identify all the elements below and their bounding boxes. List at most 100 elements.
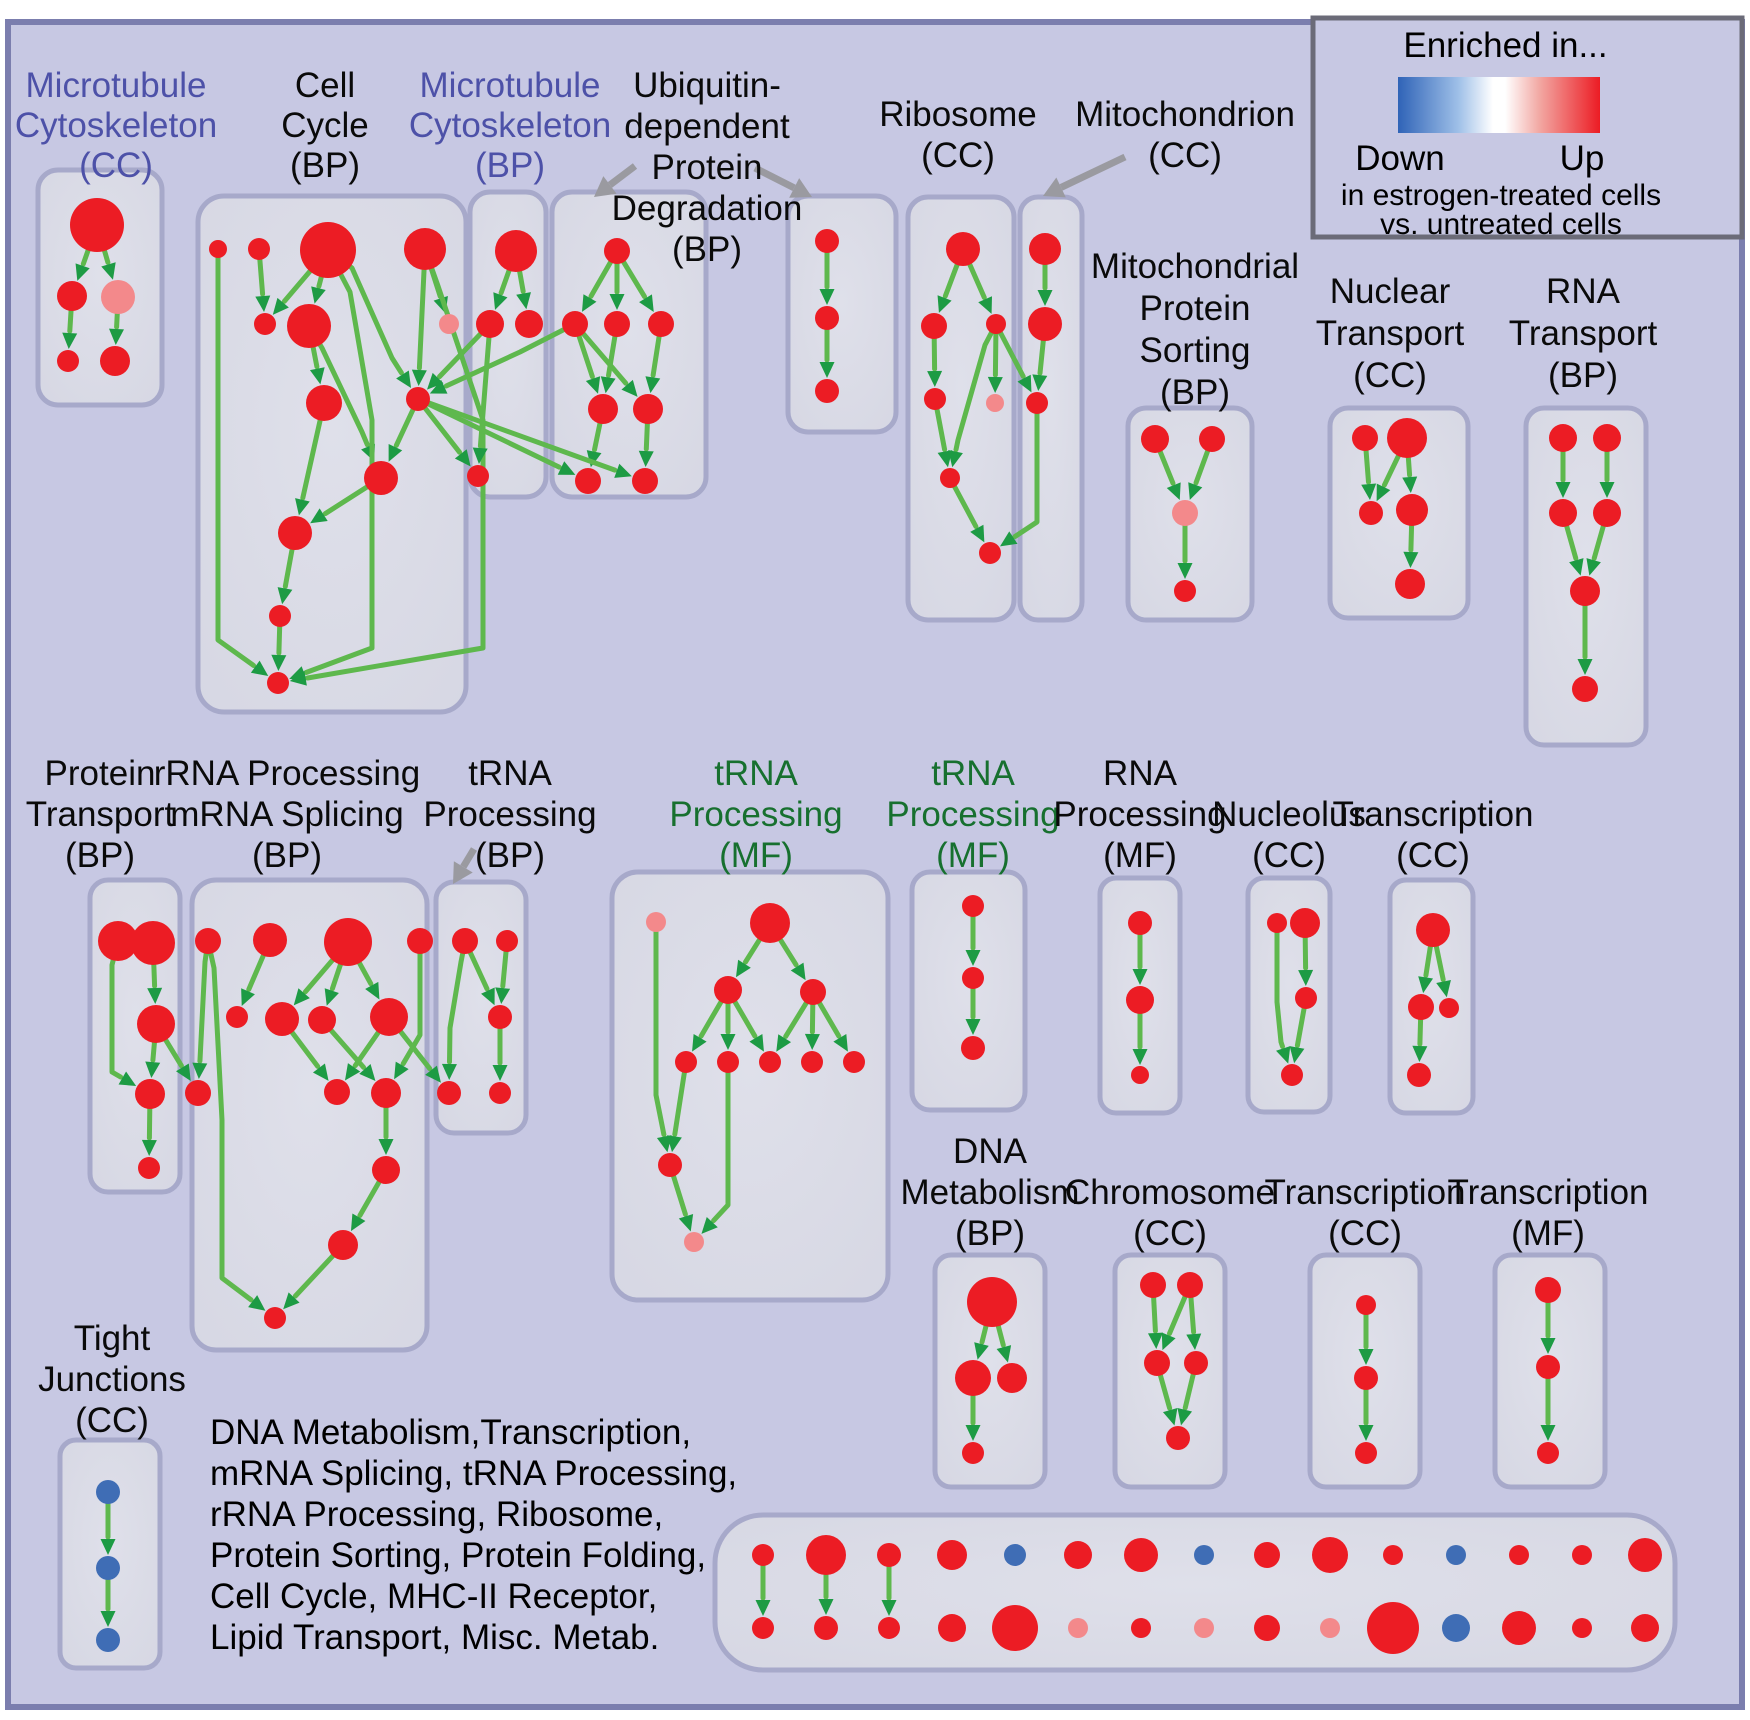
legend-up-label: Up <box>1560 139 1605 178</box>
go-term-node-mt14 <box>1572 1545 1592 1565</box>
go-term-node-p2 <box>714 976 742 1004</box>
cluster-label-rrna-line2: mRNA Splicing <box>170 795 403 834</box>
go-term-node-p7 <box>801 1051 823 1073</box>
go-term-node-t2 <box>488 1005 512 1029</box>
go-term-node-j4 <box>1570 576 1600 606</box>
cluster-label-mit-line2: (CC) <box>1148 136 1222 175</box>
cluster-box-tmf1 <box>612 872 888 1300</box>
go-term-node-n2 <box>371 1078 401 1108</box>
cluster-label-rtr-line1: RNA <box>1546 272 1621 311</box>
edge-k2-k3 <box>153 1042 155 1060</box>
go-term-node-t1 <box>496 930 518 952</box>
go-term-node-b3 <box>404 228 446 270</box>
cluster-label-ntr-line3: (CC) <box>1353 356 1427 395</box>
edge-t1-t2 <box>503 951 506 986</box>
cluster-label-rnap-line2: Processing <box>1053 795 1226 834</box>
cluster-label-rnap-line3: (MF) <box>1103 836 1177 875</box>
cluster-label-mps-line4: (BP) <box>1160 373 1230 412</box>
cluster-label-dnam-line1: DNA <box>953 1132 1028 1171</box>
go-term-node-f0 <box>946 232 980 266</box>
go-term-node-n3 <box>372 1156 400 1184</box>
go-term-node-a3 <box>57 350 79 372</box>
go-term-node-x1 <box>1177 1272 1203 1298</box>
cluster-label-rib-line1: Ribosome <box>879 95 1037 134</box>
cluster-label-rtr-line3: (BP) <box>1548 356 1618 395</box>
go-term-node-i0 <box>1352 425 1378 451</box>
go-term-node-e2 <box>815 379 839 403</box>
cluster-label-tmf1-line2: Processing <box>669 795 842 834</box>
cluster-label-ntr-line1: Nuclear <box>1330 272 1451 311</box>
go-term-node-p0 <box>646 912 666 932</box>
cluster-label-chrm-line1: Chromosome <box>1065 1173 1275 1212</box>
cluster-label-tmf2-line2: Processing <box>886 795 1059 834</box>
go-term-node-u3 <box>1407 1063 1431 1087</box>
go-term-node-d1 <box>562 311 588 337</box>
cluster-label-mtcc-line2: Cytoskeleton <box>15 106 217 145</box>
go-term-node-w1 <box>955 1360 991 1396</box>
edge-d5-d7 <box>646 423 647 449</box>
go-term-node-x2 <box>1144 1350 1170 1376</box>
cluster-label-mps-line2: Protein <box>1140 289 1251 328</box>
go-term-node-mt10 <box>1312 1537 1348 1573</box>
cluster-label-nucl-line2: (CC) <box>1252 836 1326 875</box>
cluster-label-ntr-line2: Transport <box>1316 314 1465 353</box>
cluster-label-rrna-line3: (BP) <box>252 836 322 875</box>
edge-b11-b12 <box>279 626 280 653</box>
go-term-node-d0 <box>604 238 630 264</box>
cluster-label-mit-line1: Mitochondrion <box>1075 95 1295 134</box>
cluster-label-rrna-line1: rRNA Processing <box>154 754 420 793</box>
go-term-node-f4 <box>986 394 1004 412</box>
cluster-label-ub-line5: (BP) <box>672 230 742 269</box>
go-term-node-mb1 <box>752 1617 774 1639</box>
go-term-node-mb12 <box>1442 1614 1470 1642</box>
edge-x1-x3 <box>1191 1297 1194 1332</box>
go-term-node-j1 <box>1593 424 1621 452</box>
go-term-node-mt4 <box>937 1540 967 1570</box>
go-term-node-k4 <box>138 1157 160 1179</box>
go-term-node-c3 <box>467 465 489 487</box>
go-term-node-s0 <box>1267 913 1287 933</box>
go-term-node-mt1 <box>752 1544 774 1566</box>
go-term-node-i2 <box>1359 501 1383 525</box>
go-term-node-y1 <box>1354 1366 1378 1390</box>
misc-annotation-line5: Cell Cycle, MHC-II Receptor, <box>210 1577 657 1616</box>
go-term-node-l0 <box>195 928 221 954</box>
go-term-node-b9 <box>364 461 398 495</box>
legend-down-label: Down <box>1355 139 1444 178</box>
go-term-node-j0 <box>1549 424 1577 452</box>
go-term-node-mb15 <box>1631 1614 1659 1642</box>
go-term-node-i4 <box>1395 569 1425 599</box>
go-term-node-v2 <box>96 1628 120 1652</box>
cluster-label-rnap-line1: RNA <box>1103 754 1178 793</box>
edge-i3-i4 <box>1411 525 1412 550</box>
cluster-label-tmf1-line3: (MF) <box>719 836 793 875</box>
cluster-label-mtbp-line1: Microtubule <box>420 66 601 105</box>
go-term-node-b12 <box>267 672 289 694</box>
go-term-node-k1 <box>131 921 175 965</box>
cluster-label-tmf2-line3: (MF) <box>936 836 1010 875</box>
go-term-node-m0 <box>226 1006 248 1028</box>
go-term-node-d4 <box>588 394 618 424</box>
go-term-node-u2 <box>1439 998 1459 1018</box>
go-term-node-mb2 <box>814 1616 838 1640</box>
cluster-box-chrm <box>1115 1255 1225 1487</box>
go-term-node-w3 <box>962 1442 984 1464</box>
go-term-node-j5 <box>1572 676 1598 702</box>
cluster-box-ub2 <box>788 196 896 432</box>
edge-a0-a2 <box>104 250 108 262</box>
cluster-label-ptr-line3: (BP) <box>65 836 135 875</box>
go-term-node-p4 <box>675 1051 697 1073</box>
cluster-label-ub-line1: Ubiquitin- <box>633 66 781 105</box>
go-term-node-s2 <box>1295 987 1317 1009</box>
go-term-node-c2 <box>515 310 543 338</box>
go-term-node-mb7 <box>1131 1618 1151 1638</box>
edge-i1-i3 <box>1408 457 1409 475</box>
edge-g1-g2 <box>1040 340 1043 373</box>
go-term-node-i1 <box>1387 418 1427 458</box>
go-term-node-q2 <box>961 1036 985 1060</box>
cluster-box-misc <box>715 1515 1675 1670</box>
cluster-label-tj-line3: (CC) <box>75 1401 149 1440</box>
go-term-node-mt9 <box>1254 1542 1280 1568</box>
go-term-node-z0 <box>1535 1277 1561 1303</box>
go-term-node-mb9 <box>1254 1615 1280 1641</box>
